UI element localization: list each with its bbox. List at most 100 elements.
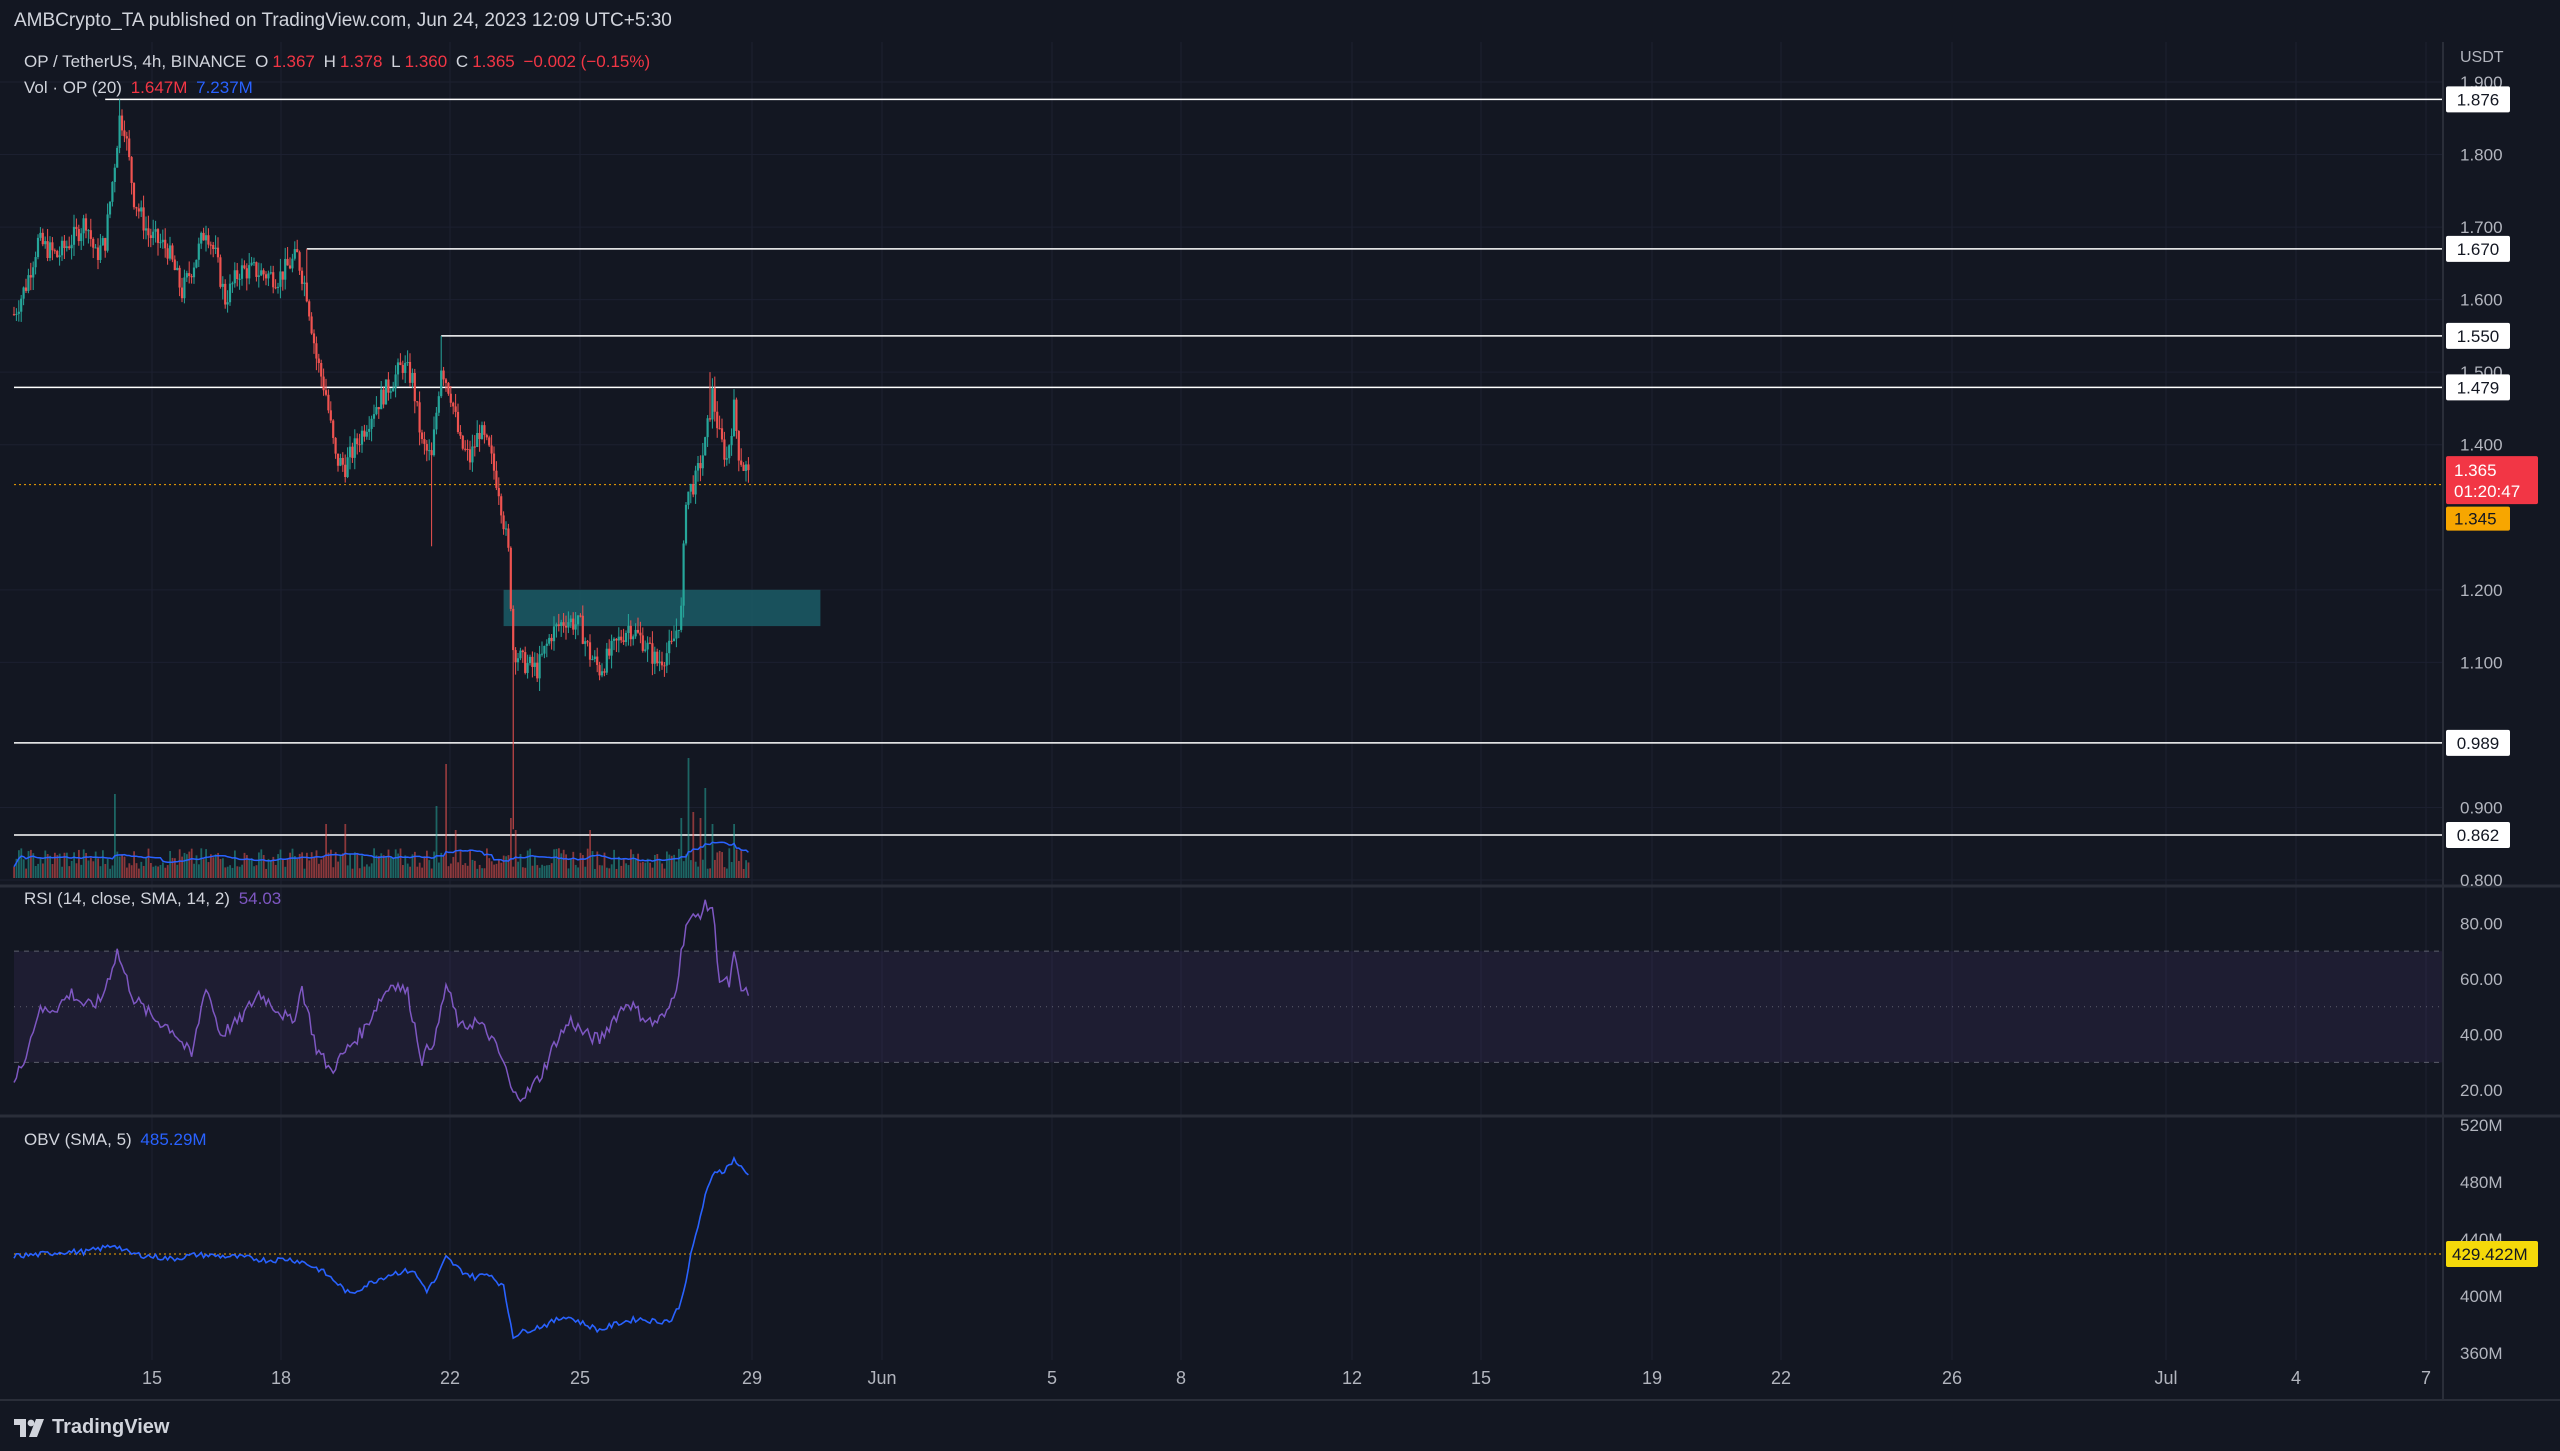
candle-body [675,630,678,639]
volume-bar [73,852,75,878]
candle-body [581,615,584,644]
volume-bar [306,852,308,878]
candle-body [488,437,491,446]
candle-body [202,232,205,241]
obv-pane[interactable] [13,1155,2443,1340]
volume-bar [159,865,162,878]
volume-bar [409,866,411,878]
candle-body [548,637,551,644]
candle-body [130,157,133,183]
candle-body [113,167,116,183]
volume-bar [702,859,704,878]
volume-bar [426,850,428,878]
tradingview-logo[interactable]: TradingView [14,1416,169,1439]
volume-bar [553,849,555,878]
volume-bar [558,848,560,878]
candle-body [12,314,16,316]
candle-body [730,436,733,446]
candle-body [195,259,198,268]
candle-body [310,316,313,334]
volume-bar [462,864,464,878]
candle-body [137,208,140,212]
volume-bar [505,856,507,878]
volume-bar [130,865,133,878]
candle-body [394,374,397,389]
candles-layer[interactable] [12,99,750,830]
candle-body [332,420,335,438]
volume-bar [234,850,236,878]
volume-bar [123,856,126,878]
volume-bar [706,868,709,878]
candle-body [521,650,524,653]
candle-body [375,407,378,415]
volume-bar [517,861,519,878]
candle-body [684,504,688,544]
volume-bar [447,866,450,878]
candle-body [694,470,697,495]
candle-body [437,396,440,413]
volume-bar [303,868,306,878]
obv-label[interactable]: OBV (SMA, 5) [24,1130,132,1149]
volume-bar [94,851,97,878]
volume-bar [116,851,119,878]
tradingview-icon [14,1418,44,1437]
rsi-label[interactable]: RSI (14, close, SMA, 14, 2) [24,889,230,908]
candle-body [161,239,164,243]
level-price-tag-label: 1.550 [2457,327,2500,346]
symbol-label[interactable]: OP / TetherUS, 4h, BINANCE [24,52,247,71]
volume-bar [375,855,378,878]
volume-bar [166,865,169,878]
obv-value: 485.29M [140,1130,207,1149]
candle-body [346,457,349,478]
candle-body [401,364,404,373]
candle-body [713,388,716,412]
change-value: −0.002 (−0.15%) [523,52,651,71]
candle-body [416,401,419,403]
horizontal-levels-layer[interactable] [14,98,2443,836]
x-tick-label: 25 [570,1368,590,1388]
volume-bar [555,848,558,878]
volume-bar [128,863,131,878]
candle-body [665,653,668,666]
candle-body [298,252,301,271]
volume-bar [363,866,366,878]
candle-body [240,265,244,279]
candle-body [420,432,424,440]
x-tick-label: 26 [1942,1368,1962,1388]
volume-bar [85,852,87,878]
volume-bar [205,849,207,878]
volume-bar [478,864,481,878]
candle-body [48,242,52,259]
candle-body [356,438,359,445]
volume-bar [37,863,39,878]
volume-bar [152,866,155,878]
volume-bar [15,858,18,878]
volume-bar [594,868,596,878]
chart-area[interactable]: 15 18 22 25 29 Jun 5 8 12 15 19 22 26 Jul 4 7 USDT 0.800 0… [0,42,2560,1404]
candle-body [740,460,743,465]
candle-body [620,636,623,641]
candle-body [516,658,520,663]
rsi-pane[interactable] [13,899,2443,1103]
publish-info: AMBCrypto_TA published on TradingView.co… [14,10,672,31]
volume-label[interactable]: Vol · OP (20) [24,78,122,97]
pane-separators[interactable] [0,42,2560,1401]
candle-body [212,244,215,250]
obv-line [13,1155,749,1340]
candle-body [82,218,85,234]
candle-body [495,470,498,488]
volume-bar [608,868,611,878]
volume-bar [651,867,654,878]
candle-body [176,267,179,271]
candle-body [94,247,97,249]
candle-body [476,432,479,447]
volume-bar [142,865,145,878]
candle-body [238,278,241,280]
main-legend: OP / TetherUS, 4h, BINANCE O 1.367 H 1.378… [24,52,654,72]
volume-bar [406,863,409,878]
candle-body [543,645,546,654]
candle-body [610,640,613,656]
candle-body [358,444,361,446]
volume-bar [265,868,267,878]
candle-body [58,255,61,258]
